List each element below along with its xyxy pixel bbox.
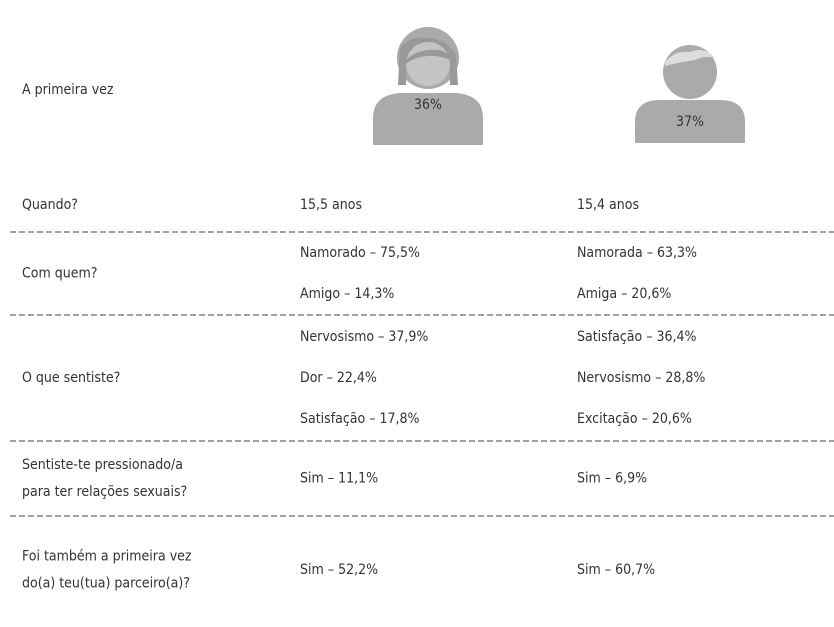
male-icon — [635, 45, 745, 143]
female-value: Namorado – 75,5% — [300, 245, 420, 261]
female-value: Dor – 22,4% — [300, 370, 377, 386]
female-value: 15,5 anos — [300, 197, 362, 213]
female-value: Sim – 52,2% — [300, 562, 378, 578]
row-label: Com quem? — [22, 266, 97, 282]
row-label: do(a) teu(tua) parceiro(a)? — [22, 576, 190, 592]
female-value: Satisfação – 17,8% — [300, 411, 420, 427]
male-value: Namorada – 63,3% — [577, 245, 697, 261]
female-percent: 36% — [414, 97, 442, 113]
male-percent: 37% — [676, 114, 704, 130]
row-label: para ter relações sexuais? — [22, 484, 187, 500]
row-label: O que sentiste? — [22, 370, 120, 386]
male-value: Nervosismo – 28,8% — [577, 370, 705, 386]
male-value: Sim – 60,7% — [577, 562, 655, 578]
row-label: Foi também a primeira vez — [22, 549, 192, 565]
male-value: 15,4 anos — [577, 197, 639, 213]
male-value: Satisfação – 36,4% — [577, 329, 697, 345]
row-label: Quando? — [22, 197, 78, 213]
male-value: Amiga – 20,6% — [577, 286, 671, 302]
female-value: Sim – 11,1% — [300, 471, 378, 487]
male-value: Excitação – 20,6% — [577, 411, 692, 427]
female-value: Amigo – 14,3% — [300, 286, 394, 302]
male-value: Sim – 6,9% — [577, 471, 647, 487]
female-icon — [373, 27, 483, 145]
title: A primeira vez — [22, 82, 114, 98]
female-value: Nervosismo – 37,9% — [300, 329, 428, 345]
row-label: Sentiste-te pressionado/a — [22, 457, 183, 473]
